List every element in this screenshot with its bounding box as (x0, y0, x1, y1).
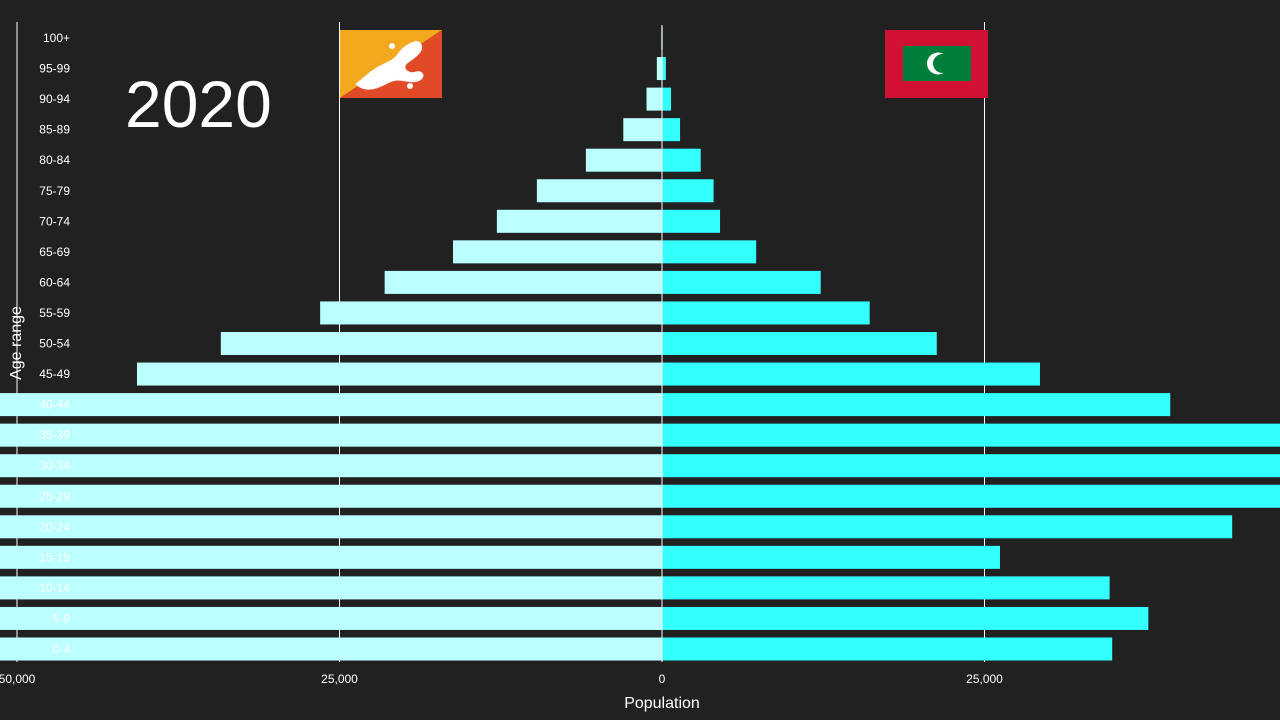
bar-right-20-24 (662, 515, 1233, 539)
y-axis-title: Age range (8, 306, 25, 380)
x-tick-label: 0 (659, 672, 666, 686)
y-tick-label: 100+ (43, 31, 70, 45)
bar-right-45-49 (662, 362, 1040, 386)
y-tick-label: 0-4 (53, 642, 71, 656)
y-tick-label: 15-19 (39, 550, 70, 564)
bar-left-20-24 (0, 515, 662, 539)
y-tick-label: 55-59 (39, 306, 70, 320)
bar-left-60-64 (384, 270, 662, 294)
bar-right-50-54 (662, 332, 937, 355)
bar-right-15-19 (662, 545, 1000, 569)
y-tick-label: 95-99 (39, 62, 70, 76)
bar-left-5-9 (0, 606, 662, 630)
bar-right-95-99 (662, 57, 666, 81)
bar-left-15-19 (0, 545, 663, 569)
bar-left-0-4 (0, 637, 662, 661)
bar-right-70-74 (662, 209, 721, 233)
bar-right-90-94 (662, 87, 672, 111)
y-tick-label: 35-39 (39, 428, 70, 442)
bar-right-60-64 (662, 270, 821, 294)
y-tick-label: 20-24 (39, 520, 70, 534)
y-tick-label: 60-64 (39, 275, 70, 289)
bar-left-30-34 (0, 454, 662, 478)
x-tick-label: 25,000 (321, 672, 358, 686)
bar-right-35-39 (662, 423, 1280, 447)
y-tick-label: 5-9 (53, 611, 71, 625)
bar-left-25-29 (0, 484, 662, 508)
bar-left-55-59 (320, 301, 662, 325)
bar-right-65-69 (662, 240, 757, 264)
bar-left-50-54 (220, 332, 662, 355)
x-tick-label: 50,000 (0, 672, 36, 686)
bar-right-75-79 (662, 179, 714, 203)
y-tick-label: 45-49 (39, 367, 70, 381)
y-tick-label: 75-79 (39, 184, 70, 198)
y-tick-label: 50-54 (39, 337, 70, 351)
bars (0, 26, 1280, 661)
y-tick-label: 30-34 (39, 459, 70, 473)
y-tick-label: 85-89 (39, 123, 70, 137)
y-tick-labels: 100+ 95-99 90-94 85-89 80-84 75-79 70-74 65-69 6… (39, 31, 70, 656)
bar-left-45-49 (136, 362, 663, 386)
y-tick-label: 80-84 (39, 153, 70, 167)
bar-left-40-44 (0, 393, 663, 417)
bar-right-30-34 (662, 454, 1280, 478)
bar-left-85-89 (623, 118, 662, 142)
bar-right-40-44 (662, 393, 1171, 417)
bar-right-55-59 (662, 301, 870, 325)
x-axis-title: Population (624, 695, 700, 712)
bar-right-80-84 (662, 148, 701, 172)
y-tick-label: 90-94 (39, 92, 70, 106)
y-tick-label: 70-74 (39, 214, 70, 228)
bar-left-80-84 (585, 148, 662, 172)
bar-left-10-14 (0, 576, 662, 600)
y-tick-label: 10-14 (39, 581, 70, 595)
bhutan-flag-icon (340, 30, 442, 98)
bar-right-85-89 (662, 118, 681, 142)
bar-right-0-4 (662, 637, 1113, 661)
y-tick-label: 40-44 (39, 398, 70, 412)
bar-left-70-74 (496, 209, 662, 233)
x-tick-label: 25,000 (966, 672, 1003, 686)
bar-left-75-79 (536, 179, 662, 203)
bar-left-90-94 (646, 87, 662, 111)
y-tick-label: 65-69 (39, 245, 70, 259)
maldives-flag-icon (885, 30, 988, 98)
bar-right-5-9 (662, 606, 1149, 630)
bar-left-65-69 (453, 240, 662, 264)
bar-right-25-29 (662, 484, 1280, 508)
y-tick-label: 25-29 (39, 489, 70, 503)
bar-left-95-99 (656, 57, 662, 81)
bar-left-35-39 (0, 423, 663, 447)
bar-right-10-14 (662, 576, 1110, 600)
year-label: 2020 (125, 67, 272, 141)
